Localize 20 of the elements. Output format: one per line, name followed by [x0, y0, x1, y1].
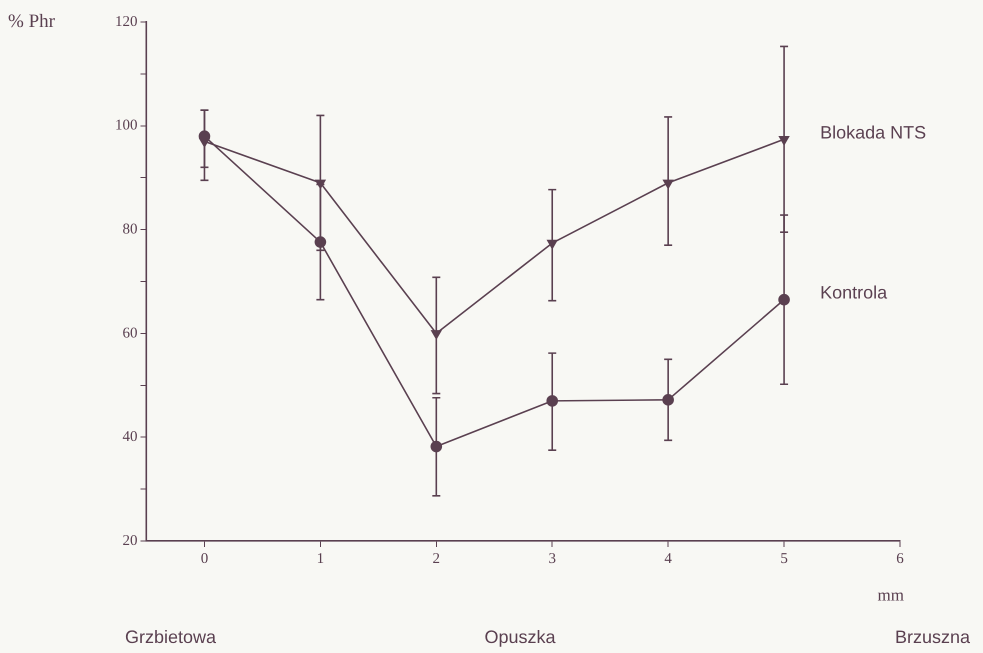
- y-axis-title: % Phr: [8, 10, 56, 32]
- x-axis-title: mm: [878, 585, 904, 604]
- y-tick-label: 60: [122, 325, 138, 342]
- y-tick-label: 40: [122, 429, 138, 446]
- x-tick-label: 2: [432, 550, 440, 567]
- series-label: Kontrola: [820, 282, 888, 303]
- x-tick-label: 3: [548, 550, 556, 567]
- text: Grzbietowa: [125, 626, 218, 647]
- x-tick-label: 0: [200, 550, 208, 567]
- x-tick-label: 1: [316, 550, 324, 567]
- y-tick-label: 20: [122, 532, 138, 549]
- y-tick-label: 80: [122, 222, 138, 238]
- y-tick-label: 100: [115, 118, 138, 134]
- text: Brzuszna: [894, 626, 971, 647]
- x-tick-label: 4: [664, 550, 672, 567]
- x-tick-label: 6: [896, 550, 904, 567]
- series-label: Blokada NTS: [820, 122, 926, 142]
- x-tick-label: 5: [780, 550, 788, 567]
- y-tick-label: 120: [115, 14, 138, 30]
- text: Opuszka: [484, 626, 556, 647]
